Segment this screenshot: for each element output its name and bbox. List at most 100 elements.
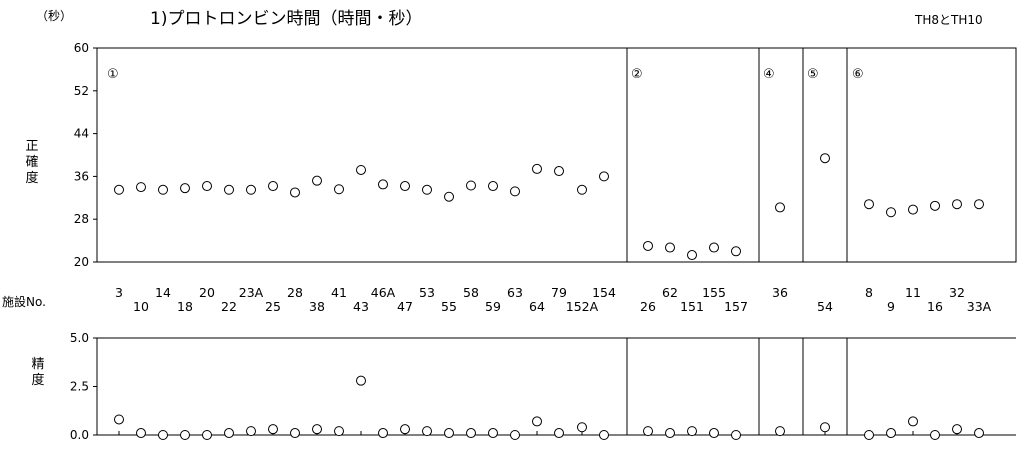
data-point <box>820 153 830 164</box>
facility-label: 157 <box>724 299 748 314</box>
data-point <box>312 175 322 186</box>
data-point <box>599 430 609 440</box>
data-point <box>886 428 896 439</box>
data-point <box>709 242 719 253</box>
facility-label: 18 <box>177 299 193 314</box>
facility-label: 8 <box>865 285 873 300</box>
y-tick-label: 44 <box>74 127 89 141</box>
data-point <box>532 416 542 427</box>
data-point <box>775 202 785 213</box>
facility-label: 64 <box>529 299 545 314</box>
facility-label: 9 <box>887 299 895 314</box>
data-point <box>554 428 564 439</box>
facility-label: 155 <box>702 285 726 300</box>
y-tick-label: 52 <box>74 84 89 98</box>
data-point <box>224 184 234 195</box>
facility-label: 152A <box>566 299 599 314</box>
data-point <box>510 430 520 440</box>
data-point <box>158 430 168 440</box>
data-point <box>290 428 300 439</box>
data-point <box>731 246 741 257</box>
facility-label: 14 <box>155 285 171 300</box>
x-axis-label: 施設No. <box>2 294 46 309</box>
facility-label: 154 <box>592 285 616 300</box>
facility-label: 53 <box>419 285 435 300</box>
group-label: ⑤ <box>807 67 819 82</box>
data-point <box>532 163 542 174</box>
y-tick-label: 0.0 <box>70 428 89 442</box>
data-point <box>775 426 785 437</box>
data-point <box>488 181 498 192</box>
data-point <box>268 181 278 192</box>
data-point <box>444 191 454 202</box>
facility-label: 36 <box>772 285 788 300</box>
facility-label: 55 <box>441 299 457 314</box>
data-point <box>356 164 366 175</box>
data-point <box>290 187 300 198</box>
data-point <box>665 428 675 439</box>
unit-label: （秒） <box>36 9 72 23</box>
data-point <box>246 184 256 195</box>
accuracy-chart: 60 52 44 36 28 20 ① ② ④ ⑤ ⑥ 正確度 <box>25 41 1017 269</box>
data-point <box>224 428 234 439</box>
data-point <box>886 207 896 218</box>
data-point <box>356 375 366 386</box>
data-point <box>312 424 322 435</box>
facility-label: 46A <box>371 285 396 300</box>
facility-label: 38 <box>309 299 325 314</box>
y-tick-label: 20 <box>74 255 89 269</box>
data-point <box>974 428 984 439</box>
data-point <box>687 426 697 437</box>
data-point <box>268 424 278 435</box>
data-point <box>246 426 256 437</box>
data-point <box>334 426 344 437</box>
data-point <box>114 414 124 425</box>
y-axis-label: 正確度 <box>25 139 38 186</box>
data-point <box>820 422 830 433</box>
y-tick-label: 36 <box>74 169 89 183</box>
facility-label: 54 <box>817 299 833 314</box>
method-note: TH8とTH10 <box>914 13 983 27</box>
data-point <box>136 182 146 193</box>
data-point <box>665 242 675 253</box>
data-point <box>599 171 609 182</box>
data-point <box>378 179 388 190</box>
facility-label: 26 <box>640 299 656 314</box>
plot-frame <box>96 47 1017 263</box>
facility-label: 28 <box>287 285 303 300</box>
y-tick-label: 28 <box>74 212 89 226</box>
facility-label: 22 <box>221 299 237 314</box>
facility-label: 33A <box>967 299 992 314</box>
data-point <box>488 428 498 439</box>
y-tick-label: 60 <box>74 41 89 55</box>
data-point <box>180 430 190 440</box>
facility-label: 25 <box>265 299 281 314</box>
data-point <box>577 422 587 433</box>
data-point <box>466 180 476 191</box>
facility-label: 3 <box>115 285 123 300</box>
facility-label: 43 <box>353 299 369 314</box>
data-point <box>864 430 874 440</box>
facility-label: 58 <box>463 285 479 300</box>
data-point <box>180 183 190 194</box>
data-point <box>687 250 697 261</box>
data-point <box>334 184 344 195</box>
facility-label: 10 <box>133 299 149 314</box>
facility-label: 16 <box>927 299 943 314</box>
facility-label: 63 <box>507 285 523 300</box>
data-point <box>643 240 653 251</box>
data-point <box>974 199 984 210</box>
group-label: ④ <box>763 67 775 82</box>
data-point <box>930 430 940 440</box>
facility-label: 20 <box>199 285 215 300</box>
data-point <box>422 184 432 195</box>
data-point <box>864 199 874 210</box>
data-point <box>908 416 918 427</box>
facility-label: 47 <box>397 299 413 314</box>
y-tick-label: 5.0 <box>70 331 89 345</box>
data-point <box>554 166 564 177</box>
data-point <box>114 184 124 195</box>
facility-label: 151 <box>680 299 704 314</box>
data-point <box>731 430 741 440</box>
data-point <box>202 430 212 440</box>
